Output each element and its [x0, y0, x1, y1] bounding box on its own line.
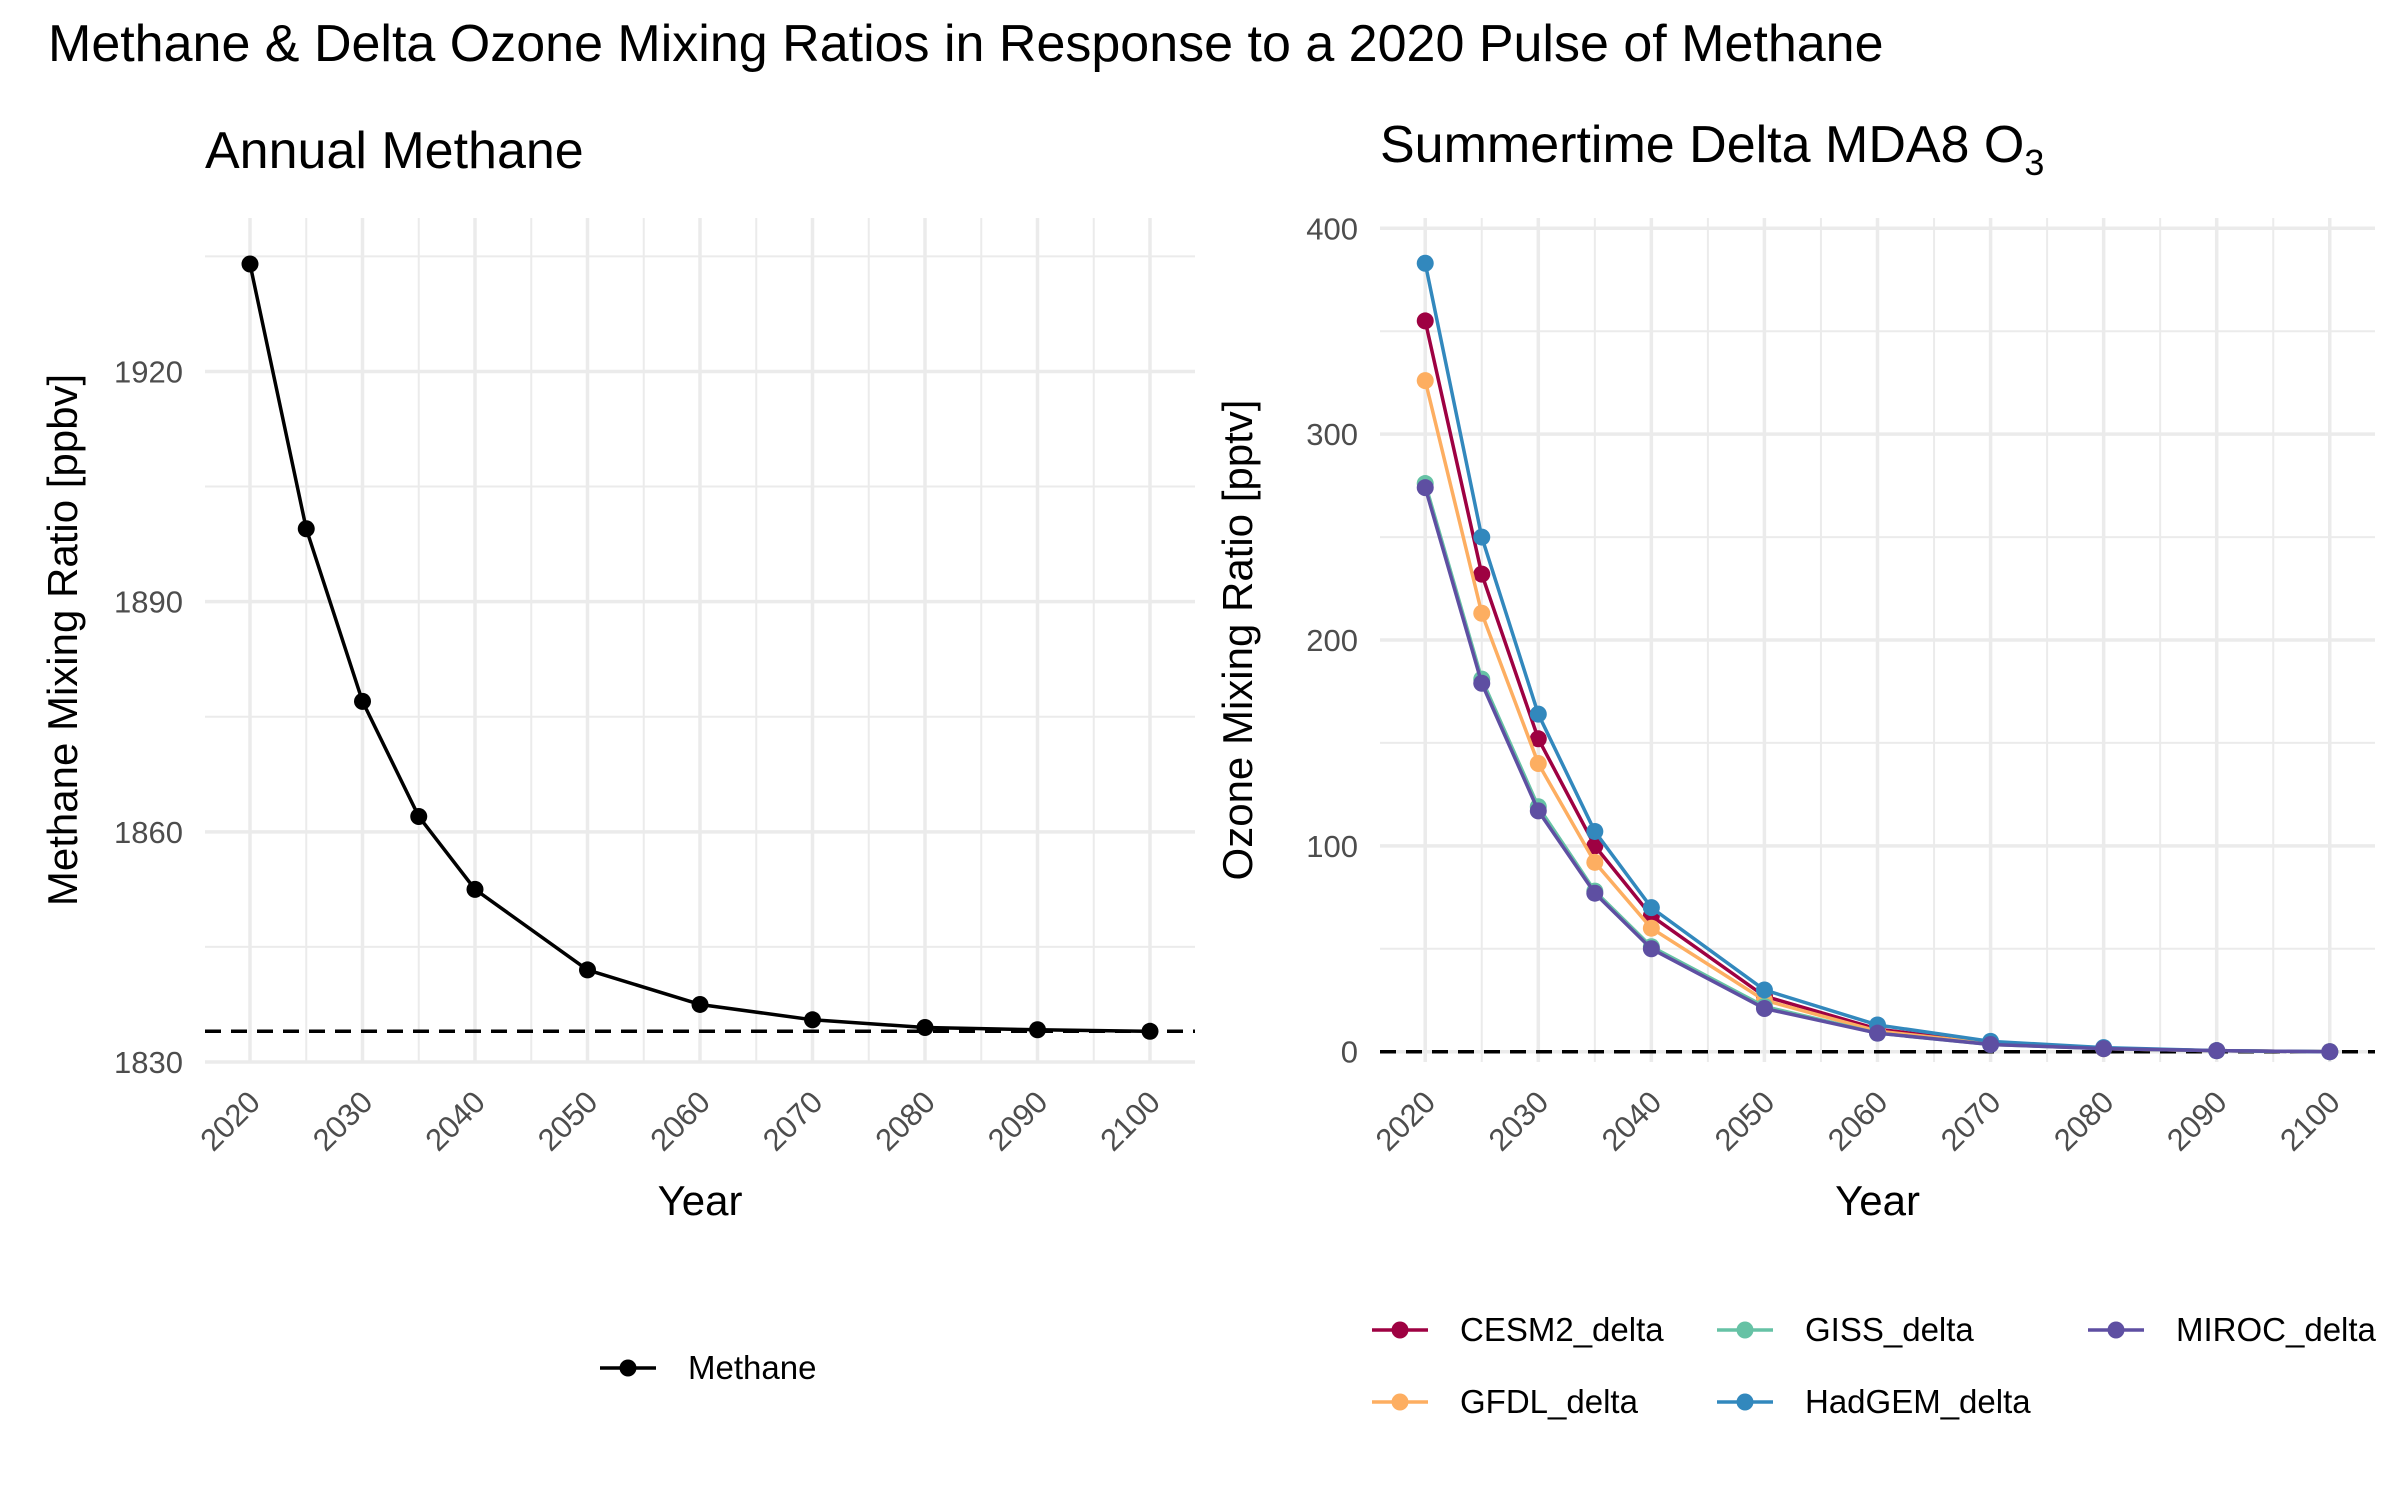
x-tick-label: 2050 — [531, 1084, 605, 1158]
x-axis-title: Year — [1835, 1177, 1920, 1224]
legend-swatch-point-methane — [619, 1359, 637, 1377]
data-point-miroc-delta — [1869, 1024, 1886, 1042]
data-point-cesm2-delta — [1529, 730, 1547, 748]
data-point-methane — [1141, 1022, 1159, 1040]
data-point-gfdl-delta — [1473, 604, 1491, 622]
legend-swatch-point-cesm2-delta — [1391, 1321, 1409, 1339]
x-tick-label: 2020 — [1369, 1084, 1443, 1158]
y-tick-label: 1920 — [114, 354, 183, 389]
legend-swatch-point-gfdl-delta — [1391, 1393, 1409, 1411]
y-tick-label: 1830 — [114, 1045, 183, 1080]
ozone-legend: CESM2_delta GFDL_delta GISS_delta HadGEM_de… — [1372, 1311, 2377, 1420]
data-point-methane — [297, 520, 315, 538]
legend-swatch-point-giss-delta — [1736, 1321, 1754, 1339]
data-point-gfdl-delta — [1642, 919, 1660, 937]
data-point-miroc-delta — [1755, 999, 1773, 1017]
data-point-miroc-delta — [2321, 1043, 2339, 1061]
data-point-methane — [579, 961, 596, 979]
data-point-miroc-delta — [1642, 940, 1660, 958]
x-tick-label: 2080 — [2047, 1084, 2121, 1158]
data-point-hadgem-delta — [1586, 822, 1604, 840]
x-tick-label: 2060 — [643, 1084, 717, 1158]
data-point-methane — [466, 880, 484, 898]
data-point-hadgem-delta — [1473, 528, 1491, 546]
legend-label-hadgem-delta: HadGEM_delta — [1805, 1383, 2031, 1420]
data-point-miroc-delta — [1529, 802, 1547, 820]
x-tick-label: 2100 — [2273, 1084, 2347, 1158]
data-point-hadgem-delta — [1755, 981, 1773, 999]
data-point-cesm2-delta — [1586, 837, 1604, 855]
y-tick-label: 0 — [1341, 1035, 1358, 1070]
x-tick-label: 2050 — [1708, 1084, 1782, 1158]
data-point-cesm2-delta — [1473, 565, 1491, 583]
y-tick-label: 1890 — [114, 585, 183, 620]
x-axis-title: Year — [658, 1177, 743, 1224]
data-point-hadgem-delta — [1416, 254, 1434, 272]
y-tick-label: 100 — [1306, 829, 1358, 864]
x-tick-label: 2040 — [1595, 1084, 1669, 1158]
data-point-methane — [241, 255, 259, 273]
y-axis-title: Ozone Mixing Ratio [pptv] — [1214, 400, 1261, 881]
y-tick-label: 200 — [1306, 623, 1358, 658]
legend-label-methane: Methane — [688, 1349, 816, 1386]
data-point-miroc-delta — [1473, 674, 1491, 692]
methane-panel: 1830 1860 1890 1920 2020 2030 2040 2050 2060 2070… — [39, 122, 1195, 1224]
legend-label-miroc-delta: MIROC_delta — [2176, 1311, 2377, 1348]
data-point-methane — [410, 807, 428, 825]
x-tick-label: 2070 — [1934, 1084, 2008, 1158]
y-tick-label: 400 — [1306, 211, 1358, 246]
x-tick-label: 2090 — [981, 1084, 1055, 1158]
data-point-gfdl-delta — [1586, 853, 1604, 871]
data-point-miroc-delta — [2208, 1042, 2226, 1060]
data-point-miroc-delta — [1416, 479, 1434, 497]
legend-label-cesm2-delta: CESM2_delta — [1460, 1311, 1664, 1348]
x-tick-label: 2100 — [1093, 1084, 1167, 1158]
legend-swatch-point-hadgem-delta — [1736, 1393, 1754, 1411]
panel-title: Summertime Delta MDA8 O3 — [1380, 116, 2044, 183]
panel-title: Annual Methane — [205, 122, 584, 180]
data-point-cesm2-delta — [1416, 312, 1434, 330]
data-point-miroc-delta — [1586, 884, 1604, 902]
y-axis-title: Methane Mixing Ratio [ppbv] — [39, 374, 86, 906]
x-tick-label: 2030 — [1482, 1084, 1556, 1158]
data-point-gfdl-delta — [1529, 755, 1547, 773]
x-tick-label: 2070 — [756, 1084, 830, 1158]
panel-title-subscript: 3 — [2024, 142, 2044, 183]
y-tick-label: 300 — [1306, 417, 1358, 452]
legend-label-giss-delta: GISS_delta — [1805, 1311, 1974, 1348]
data-point-methane — [1029, 1021, 1046, 1039]
data-point-methane — [691, 995, 709, 1013]
data-point-methane — [804, 1011, 821, 1029]
y-tick-label: 1860 — [114, 815, 183, 850]
x-tick-label: 2030 — [306, 1084, 380, 1158]
data-point-methane — [354, 692, 371, 710]
data-point-miroc-delta — [2095, 1040, 2113, 1058]
data-point-hadgem-delta — [1529, 705, 1547, 723]
x-tick-label: 2020 — [193, 1084, 267, 1158]
methane-legend: Methane — [600, 1349, 816, 1386]
legend-swatch-point-miroc-delta — [2107, 1321, 2125, 1339]
data-point-methane — [916, 1018, 934, 1036]
data-point-miroc-delta — [1982, 1036, 2000, 1054]
ozone-panel: 0 100 200 300 400 2020 2030 2040 2050 2060 2070 208… — [1214, 116, 2375, 1224]
x-tick-label: 2080 — [868, 1084, 942, 1158]
page-title: Methane & Delta Ozone Mixing Ratios in R… — [48, 15, 1884, 73]
data-point-gfdl-delta — [1416, 372, 1434, 390]
x-tick-label: 2040 — [418, 1084, 492, 1158]
x-tick-label: 2060 — [1821, 1084, 1895, 1158]
legend-label-gfdl-delta: GFDL_delta — [1460, 1383, 1639, 1420]
data-point-hadgem-delta — [1642, 899, 1660, 917]
x-tick-label: 2090 — [2160, 1084, 2234, 1158]
